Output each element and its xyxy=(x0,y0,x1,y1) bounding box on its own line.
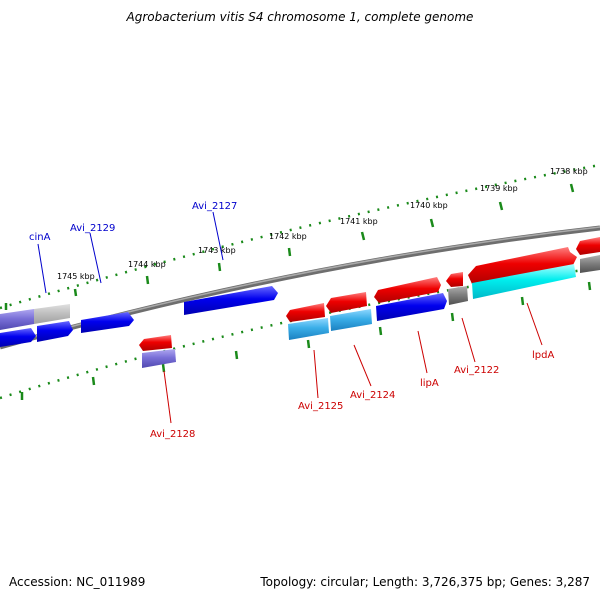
tick-label-1742: 1742 kbp xyxy=(269,232,307,241)
gene-arrow-cyan-lpdA-region[interactable] xyxy=(472,264,576,299)
gene-label-avi2129[interactable]: Avi_2129 xyxy=(70,223,115,234)
gene-label-avi2127[interactable]: Avi_2127 xyxy=(192,201,237,212)
gene-arrow-lpdA[interactable] xyxy=(468,247,577,284)
outer-major-ticks xyxy=(4,183,575,310)
inner-major-ticks xyxy=(20,281,592,400)
feature-grey-avi2122 xyxy=(448,286,468,305)
gene-arrow-avi2124[interactable] xyxy=(326,292,367,313)
tick-label-1741: 1741 kbp xyxy=(340,217,378,226)
gene-arrow-sky-avi2124[interactable] xyxy=(330,309,372,331)
gene-arrow-lipA[interactable] xyxy=(374,277,441,303)
gene-label-avi2125[interactable]: Avi_2125 xyxy=(298,401,343,412)
gene-arrow-avi2122[interactable] xyxy=(446,272,463,287)
tick-label-1744: 1744 kbp xyxy=(128,260,166,269)
gene-arrow-left-edge-blue[interactable] xyxy=(0,328,36,347)
gene-arrow-avi2127[interactable] xyxy=(184,286,278,315)
gene-label-lipA[interactable]: lipA xyxy=(420,378,439,389)
gene-arrow-cinA-blue-lower[interactable] xyxy=(37,321,73,342)
gene-arrow-avi2125[interactable] xyxy=(286,303,325,322)
tick-label-1740: 1740 kbp xyxy=(410,201,448,210)
genome-summary-text: Topology: circular; Length: 3,726,375 bp… xyxy=(260,575,590,589)
gene-label-avi2124[interactable]: Avi_2124 xyxy=(350,390,395,401)
tick-label-1743: 1743 kbp xyxy=(198,246,236,255)
outer-tick-ring xyxy=(0,163,600,310)
tick-label-1738: 1738 kbp xyxy=(550,167,588,176)
map-title: Agrobacterium vitis S4 chromosome 1, com… xyxy=(126,10,474,24)
gene-arrow-blue-lipA-region[interactable] xyxy=(376,293,447,321)
gene-arrow-right-edge[interactable] xyxy=(576,237,600,255)
gene-label-avi2122[interactable]: Avi_2122 xyxy=(454,365,499,376)
gene-arrow-cinA-light[interactable] xyxy=(34,304,70,324)
accession-text: Accession: NC_011989 xyxy=(9,575,146,589)
tick-label-1745: 1745 kbp xyxy=(57,272,95,281)
gene-arrow-cinA-purple[interactable] xyxy=(0,309,34,330)
gene-arrow-sky-avi2125[interactable] xyxy=(288,318,329,340)
gene-arrow-avi2128[interactable] xyxy=(139,335,172,351)
gene-arrow-purple-avi2128[interactable] xyxy=(142,349,176,368)
gene-arrow-avi2129[interactable] xyxy=(81,312,134,333)
label-leaders xyxy=(37,211,543,424)
gene-label-cinA[interactable]: cinA xyxy=(29,232,51,243)
tick-label-1739: 1739 kbp xyxy=(480,184,518,193)
gene-label-avi2128[interactable]: Avi_2128 xyxy=(150,429,195,440)
gene-label-lpdA[interactable]: lpdA xyxy=(532,350,554,361)
feature-grey-right-edge xyxy=(580,255,600,273)
